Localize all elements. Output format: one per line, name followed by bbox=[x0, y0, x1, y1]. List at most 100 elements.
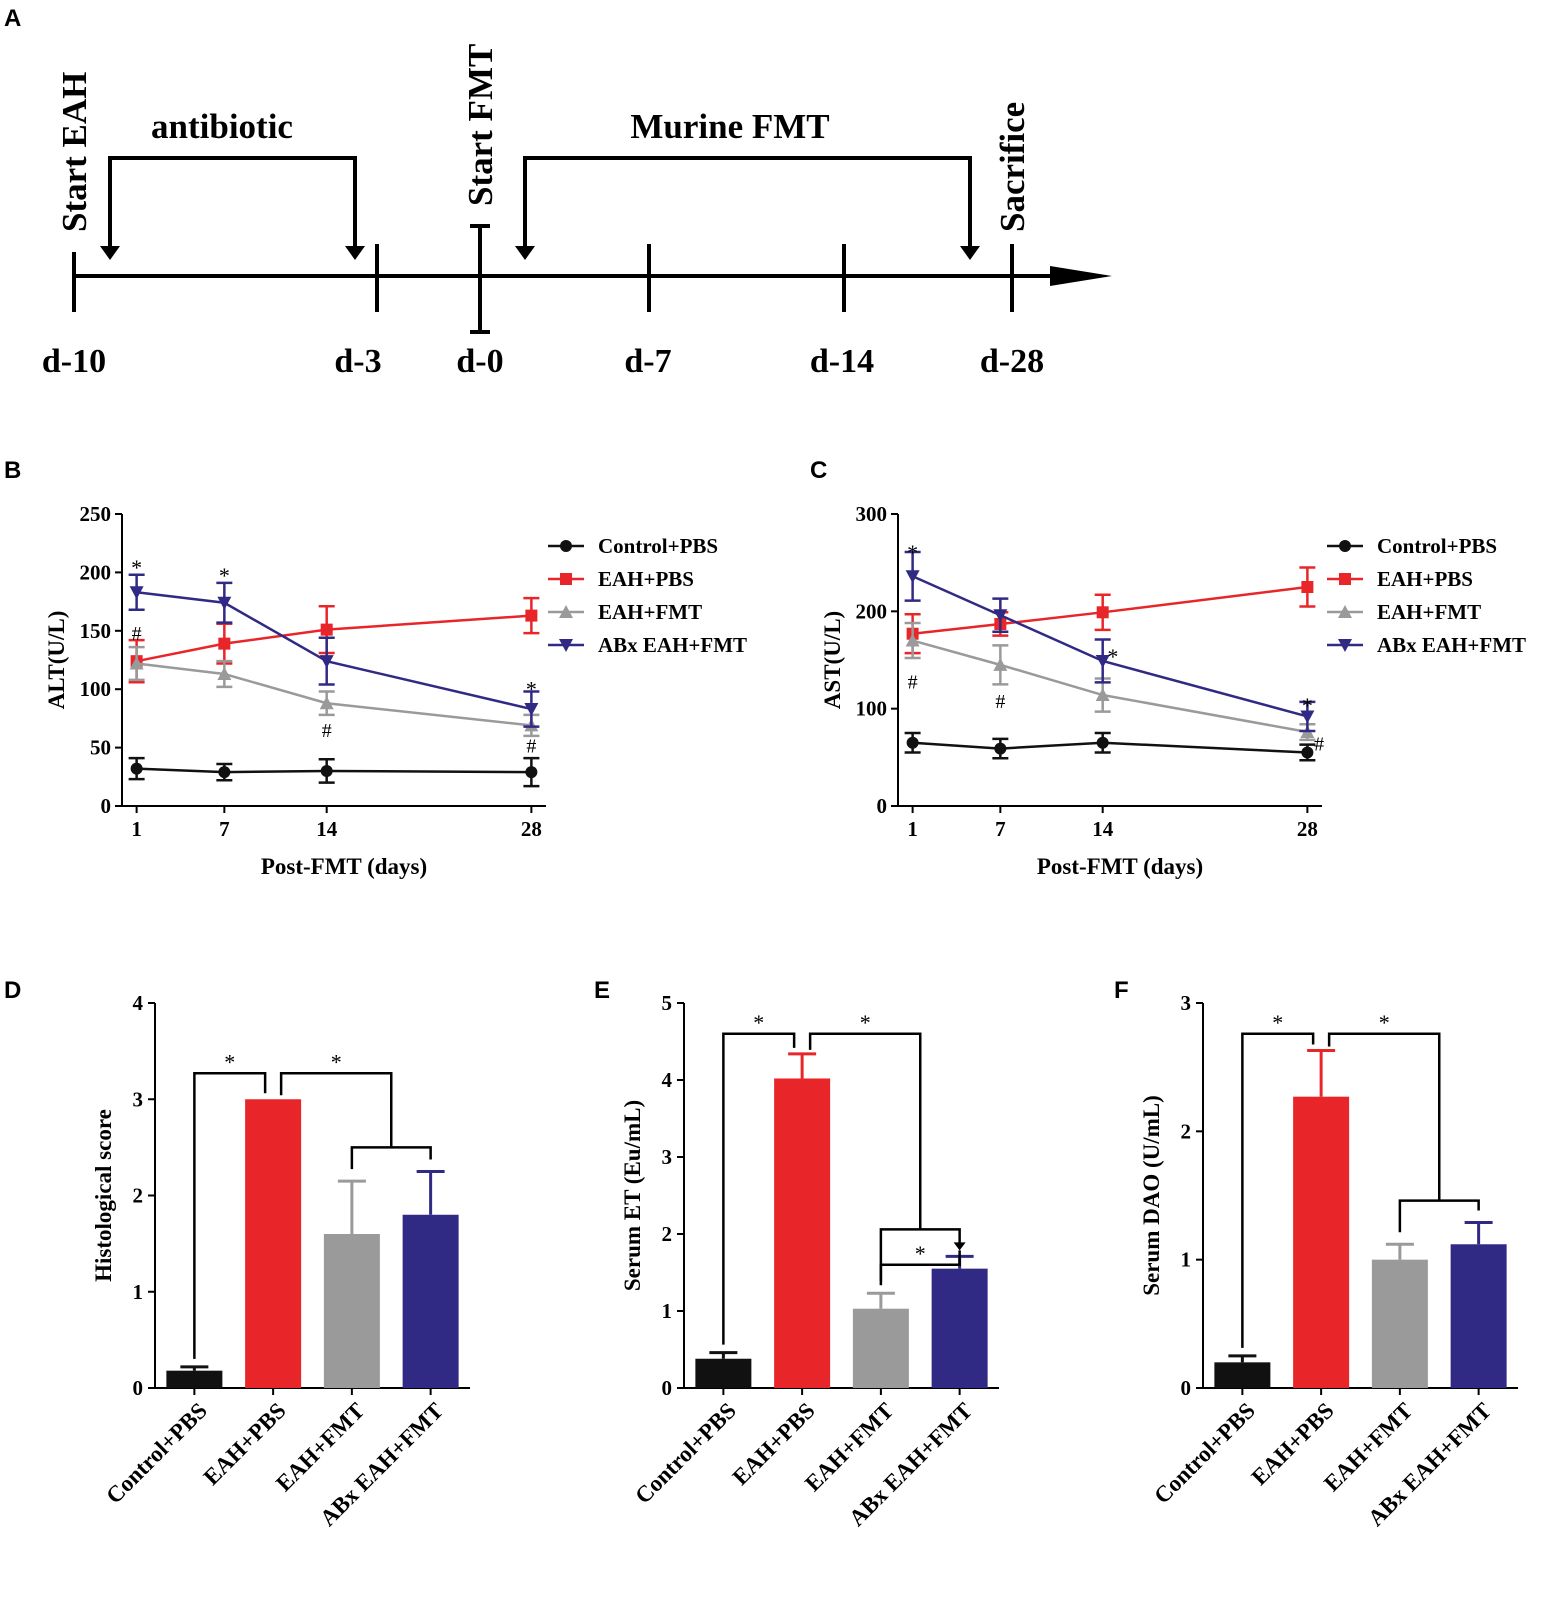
series-line-eah-pbs bbox=[912, 585, 1308, 635]
y-tick-label: 50 bbox=[90, 736, 111, 760]
data-point bbox=[218, 637, 231, 650]
label-start-fmt: Start FMT bbox=[461, 44, 500, 206]
data-point bbox=[217, 596, 232, 610]
antibiotic-arrow-left bbox=[100, 246, 120, 260]
y-axis-title: Histological score bbox=[91, 1109, 116, 1282]
bar-rect bbox=[323, 1234, 380, 1388]
significance-bracket bbox=[879, 1250, 961, 1286]
series-abx-eah-fmt bbox=[904, 550, 1316, 733]
murine-fmt-bracket bbox=[523, 156, 972, 250]
y-tick-label: 2 bbox=[133, 1184, 144, 1208]
day-label-d-7: d-7 bbox=[624, 343, 671, 380]
series-control-pbs bbox=[128, 756, 540, 788]
bar-eah-fmt bbox=[1371, 1242, 1428, 1388]
data-point bbox=[524, 703, 539, 717]
y-axis-title: Serum DAO (U/mL) bbox=[1139, 1095, 1164, 1296]
panel-label-b: B bbox=[4, 457, 21, 484]
legend-item-eah-pbs: EAH+PBS bbox=[1327, 567, 1473, 591]
significance-star: * bbox=[1379, 1010, 1390, 1035]
data-point bbox=[994, 742, 1007, 755]
bar-eah-fmt bbox=[852, 1291, 909, 1388]
data-point bbox=[1096, 606, 1109, 619]
panel-label-a: A bbox=[4, 5, 21, 32]
significance-bracket-pair: * bbox=[879, 1241, 966, 1286]
legend-marker bbox=[1339, 573, 1351, 585]
significance-star: * bbox=[1107, 644, 1118, 669]
alt-line-chart: 0 50 100 150 200 250 1 7 14 28 Post-FMT (days) ALT(… bbox=[44, 502, 747, 879]
antibiotic-bracket bbox=[108, 156, 357, 250]
y-axis-title: Serum ET (Eu/mL) bbox=[620, 1100, 645, 1291]
y-tick-label: 1 bbox=[662, 1299, 673, 1323]
data-point bbox=[525, 609, 538, 622]
bar-control-pbs bbox=[1214, 1354, 1271, 1388]
legend-marker bbox=[560, 540, 572, 552]
significance-bracket-group: * bbox=[279, 1049, 432, 1170]
legend-item-eah-fmt: EAH+FMT bbox=[1327, 600, 1481, 624]
y-tick-label: 4 bbox=[133, 991, 144, 1015]
bar-rect bbox=[774, 1078, 831, 1388]
bar-rect bbox=[1450, 1244, 1507, 1388]
series-eah-fmt bbox=[904, 621, 1316, 742]
y-tick-label: 0 bbox=[133, 1376, 144, 1400]
legend-marker bbox=[1339, 540, 1351, 552]
legend-label: EAH+FMT bbox=[1377, 600, 1481, 624]
timeline-arrowhead bbox=[1050, 266, 1112, 286]
legend-label: EAH+PBS bbox=[598, 567, 694, 591]
significance-bracket-group: * bbox=[808, 1010, 961, 1282]
data-point bbox=[320, 764, 333, 777]
data-point bbox=[129, 586, 144, 600]
significance-bracket bbox=[1241, 1032, 1315, 1348]
legend-marker bbox=[559, 639, 573, 652]
panel-label-c: C bbox=[810, 457, 827, 484]
significance-star: * bbox=[219, 563, 230, 588]
label-murine-fmt: Murine FMT bbox=[630, 107, 829, 146]
x-axis-title: Post-FMT (days) bbox=[261, 854, 427, 879]
y-tick-label: 0 bbox=[101, 794, 112, 818]
legend-label: Control+PBS bbox=[598, 534, 718, 558]
panel-label-d: D bbox=[4, 977, 21, 1004]
series-line-control-pbs bbox=[136, 767, 532, 774]
day-label-d-3: d-3 bbox=[334, 343, 381, 380]
y-tick-label: 100 bbox=[80, 677, 112, 701]
series-line-control-pbs bbox=[912, 741, 1308, 754]
y-tick-label: 0 bbox=[877, 794, 888, 818]
legend-item-eah-fmt: EAH+FMT bbox=[548, 600, 702, 624]
x-tick-label: Control+PBS bbox=[1149, 1398, 1260, 1509]
antibiotic-arrow-right bbox=[345, 246, 365, 260]
y-tick-label: 1 bbox=[133, 1280, 144, 1304]
significance-hash: # bbox=[908, 671, 918, 693]
bar-rect bbox=[245, 1099, 302, 1388]
bar-eah-fmt bbox=[323, 1179, 380, 1388]
significance-subbracket bbox=[350, 1146, 432, 1170]
legend-item-abx-eah-fmt: ABx EAH+FMT bbox=[1327, 633, 1526, 657]
series-line-eah-pbs bbox=[136, 614, 532, 663]
significance-star: * bbox=[1272, 1010, 1283, 1035]
series-eah-pbs bbox=[128, 596, 540, 684]
day-label-d-10: d-10 bbox=[42, 343, 106, 380]
bar-rect bbox=[1371, 1259, 1428, 1388]
y-tick-label: 3 bbox=[662, 1145, 673, 1169]
y-tick-label: 2 bbox=[662, 1222, 673, 1246]
day-label-d-0: d-0 bbox=[456, 343, 503, 380]
ast-line-chart: 0 100 200 300 1 7 14 28 Post-FMT (days) AST(U/L) *… bbox=[820, 502, 1526, 879]
x-tick-label: 1 bbox=[131, 817, 142, 841]
y-tick-label: 200 bbox=[80, 560, 112, 584]
bar-abx-eah-fmt bbox=[1450, 1220, 1507, 1388]
significance-bracket bbox=[808, 1032, 922, 1230]
bar-control-pbs bbox=[695, 1351, 752, 1388]
data-point bbox=[525, 766, 538, 779]
bar-rect bbox=[852, 1308, 909, 1388]
legend-label: ABx EAH+FMT bbox=[1377, 633, 1526, 657]
significance-star: * bbox=[907, 540, 918, 565]
y-tick-label: 150 bbox=[80, 619, 112, 643]
data-point bbox=[993, 609, 1008, 623]
series-abx-eah-fmt bbox=[128, 573, 540, 728]
legend-item-control-pbs: Control+PBS bbox=[548, 534, 718, 558]
significance-star: * bbox=[1302, 693, 1313, 718]
significance-hash: # bbox=[1314, 734, 1324, 756]
significance-star: * bbox=[526, 677, 537, 702]
legend-marker bbox=[559, 605, 573, 618]
bar-abx-eah-fmt bbox=[402, 1169, 459, 1388]
significance-star: * bbox=[753, 1010, 764, 1035]
